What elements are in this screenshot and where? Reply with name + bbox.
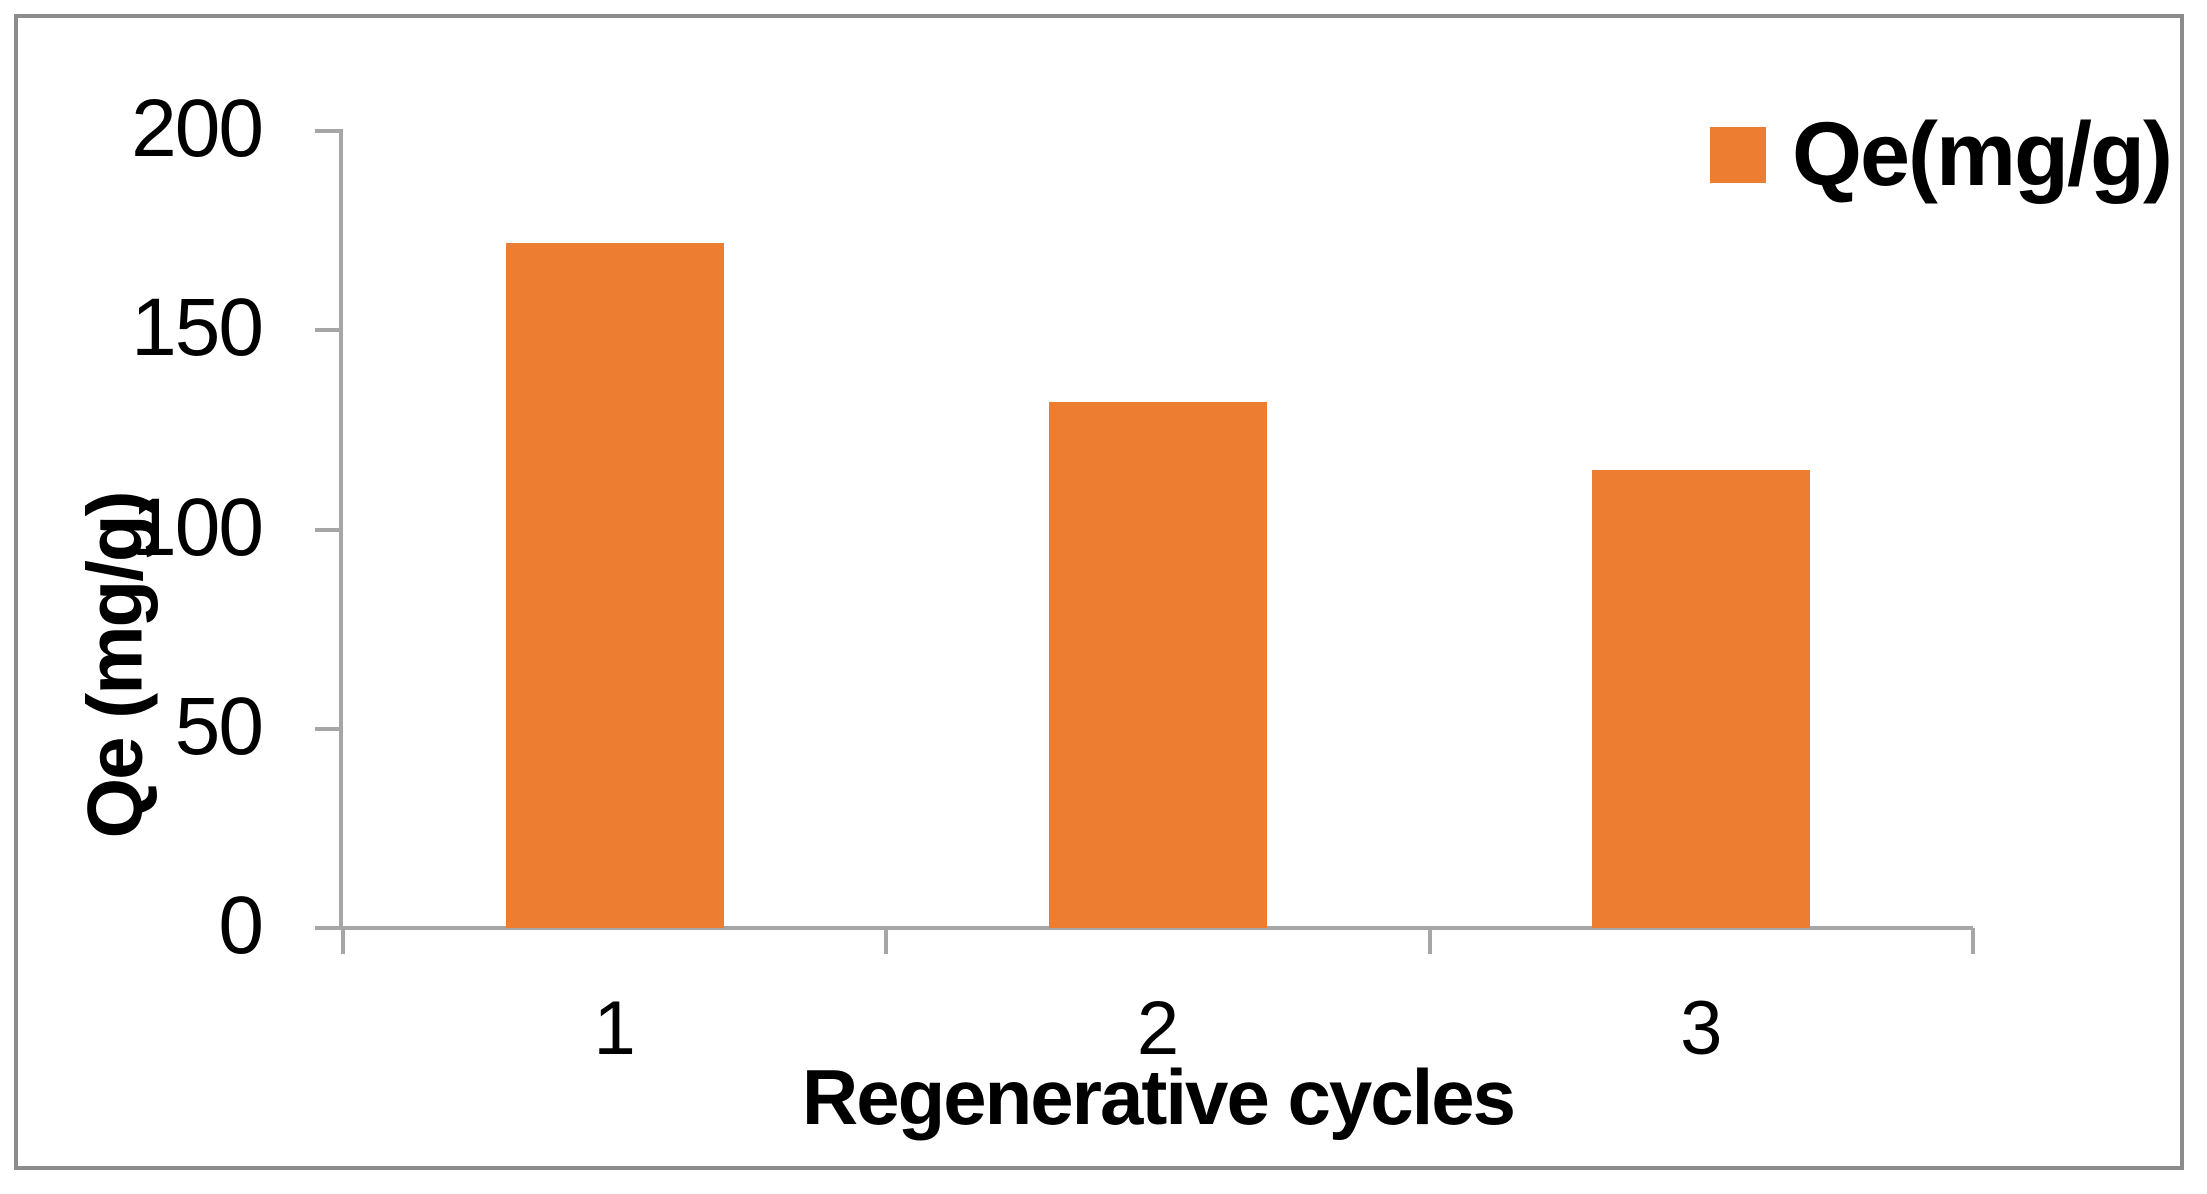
- x-category-label: 3: [1680, 986, 1723, 1071]
- x-axis-line: [339, 926, 1973, 930]
- y-tick-label: 50: [174, 680, 264, 772]
- x-category-label: 1: [593, 986, 636, 1071]
- y-tick-mark: [315, 926, 343, 930]
- x-axis-title: Regenerative cycles: [801, 1053, 1516, 1141]
- y-tick-label: 100: [131, 481, 264, 573]
- x-tick-mark: [1427, 928, 1432, 954]
- y-tick-mark: [315, 527, 343, 532]
- y-axis-title-wrap: Qe (mg/g): [25, 370, 205, 960]
- y-tick-label: 200: [131, 83, 264, 174]
- x-tick-mark: [1971, 928, 1975, 954]
- x-category-label: 2: [1136, 986, 1180, 1071]
- legend-swatch: [1710, 127, 1766, 183]
- y-tick-mark: [315, 129, 343, 133]
- y-tick-mark: [315, 726, 343, 731]
- bar-regenerative-cycle-2: [1049, 401, 1267, 928]
- bar-regenerative-cycle-3: [1592, 469, 1811, 928]
- x-tick-mark: [884, 928, 889, 954]
- y-tick-label: 0: [218, 880, 264, 971]
- y-tick-mark: [315, 328, 343, 333]
- x-tick-mark: [341, 928, 345, 954]
- legend: Qe(mg/g): [1710, 103, 2173, 207]
- y-axis-title: Qe (mg/g): [70, 492, 159, 838]
- y-tick-label: 150: [131, 282, 264, 374]
- legend-label: Qe(mg/g): [1792, 105, 2173, 205]
- chart-frame: [14, 14, 2184, 1170]
- bar-regenerative-cycle-1: [505, 242, 724, 928]
